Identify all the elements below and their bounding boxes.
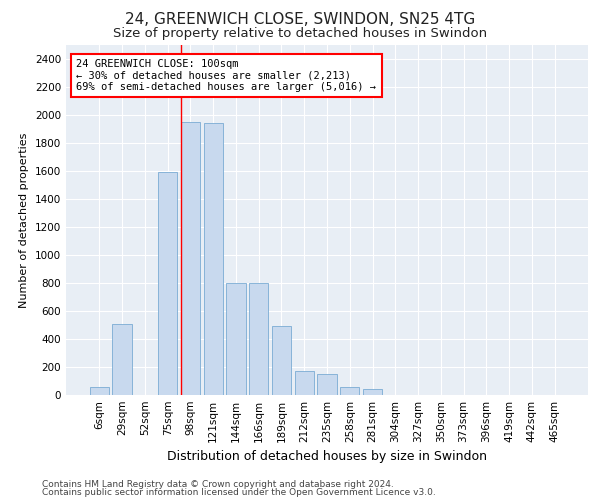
Bar [317, 374, 337, 395]
X-axis label: Distribution of detached houses by size in Swindon: Distribution of detached houses by size … [167, 450, 487, 464]
Text: 24 GREENWICH CLOSE: 100sqm
← 30% of detached houses are smaller (2,213)
69% of s: 24 GREENWICH CLOSE: 100sqm ← 30% of deta… [76, 59, 376, 92]
Bar [203, 124, 223, 395]
Text: Size of property relative to detached houses in Swindon: Size of property relative to detached ho… [113, 28, 487, 40]
Text: Contains public sector information licensed under the Open Government Licence v3: Contains public sector information licen… [42, 488, 436, 497]
Bar [90, 388, 109, 395]
Bar [340, 388, 359, 395]
Bar [181, 122, 200, 395]
Y-axis label: Number of detached properties: Number of detached properties [19, 132, 29, 308]
Bar [249, 283, 268, 395]
Text: 24, GREENWICH CLOSE, SWINDON, SN25 4TG: 24, GREENWICH CLOSE, SWINDON, SN25 4TG [125, 12, 475, 28]
Bar [112, 324, 132, 395]
Bar [363, 390, 382, 395]
Bar [272, 326, 291, 395]
Bar [158, 172, 178, 395]
Bar [226, 283, 245, 395]
Bar [295, 370, 314, 395]
Text: Contains HM Land Registry data © Crown copyright and database right 2024.: Contains HM Land Registry data © Crown c… [42, 480, 394, 489]
